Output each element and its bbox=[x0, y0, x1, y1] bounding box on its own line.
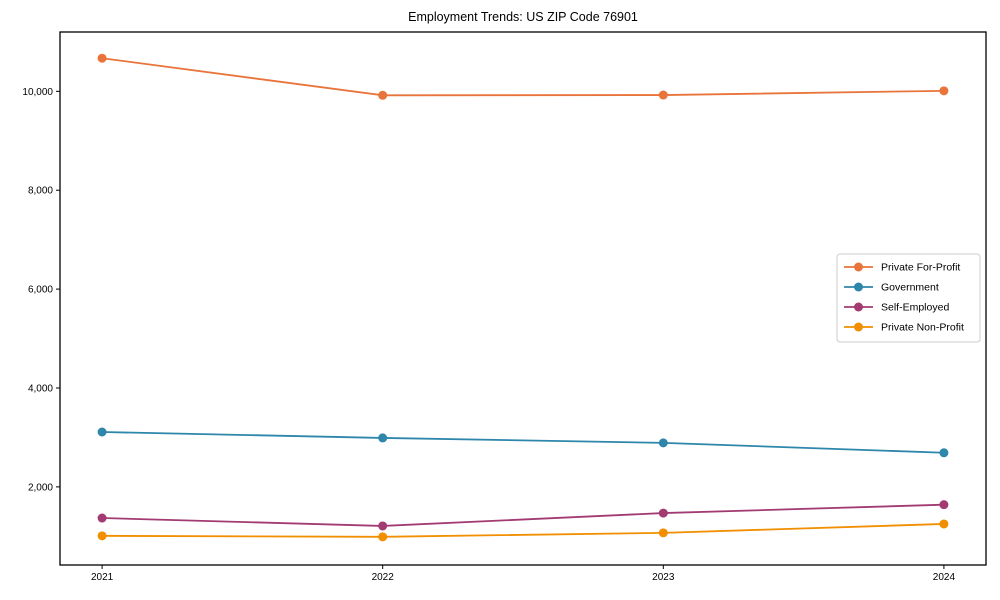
legend-label: Self-Employed bbox=[881, 302, 949, 314]
y-tick-label: 2,000 bbox=[28, 482, 53, 493]
plot-box bbox=[59, 31, 987, 566]
data-point-private-non-profit bbox=[939, 519, 949, 529]
data-point-self-employed bbox=[939, 500, 949, 510]
legend-marker bbox=[854, 302, 863, 312]
legend-marker bbox=[854, 322, 863, 332]
series-government bbox=[97, 427, 949, 458]
data-point-government bbox=[939, 448, 949, 458]
series-line-self-employed bbox=[102, 503, 944, 527]
data-point-private-for-profit bbox=[97, 53, 107, 63]
series-line-government bbox=[102, 431, 944, 454]
y-tick-label: 10,000 bbox=[22, 87, 53, 98]
data-point-self-employed bbox=[97, 513, 107, 523]
series-line-private-non-profit bbox=[102, 523, 944, 538]
data-point-self-employed bbox=[378, 521, 388, 531]
legend-label: Government bbox=[881, 282, 939, 294]
plot-border bbox=[59, 31, 987, 566]
x-axis: 2021 2022 2023 2024 bbox=[91, 565, 956, 583]
data-point-self-employed bbox=[658, 508, 668, 518]
x-tick-label: 2023 bbox=[652, 572, 675, 583]
legend-label: Private Non-Profit bbox=[881, 322, 964, 334]
legend: Private For-Profit Government Self-Employe… bbox=[836, 253, 981, 343]
x-tick-label: 2021 bbox=[91, 572, 114, 583]
y-tick-label: 6,000 bbox=[28, 285, 53, 296]
data-point-private-non-profit bbox=[378, 532, 388, 542]
data-point-government bbox=[378, 433, 388, 443]
data-point-private-for-profit bbox=[378, 90, 388, 100]
chart-title: Employment Trends: US ZIP Code 76901 bbox=[408, 10, 638, 24]
data-point-government bbox=[97, 427, 107, 437]
legend-marker bbox=[854, 282, 863, 292]
series-private-for-profit bbox=[97, 53, 949, 100]
series-self-employed bbox=[97, 500, 949, 531]
legend-marker bbox=[854, 262, 863, 272]
y-tick-label: 4,000 bbox=[28, 383, 53, 394]
legend-box bbox=[836, 253, 981, 343]
legend-label: Private For-Profit bbox=[881, 262, 960, 274]
y-axis: 2,000 4,000 6,000 8,000 10,000 bbox=[22, 87, 60, 493]
data-point-government bbox=[658, 438, 668, 448]
series-line-private-for-profit bbox=[101, 57, 944, 97]
data-point-private-for-profit bbox=[939, 86, 949, 96]
y-tick-label: 8,000 bbox=[28, 186, 53, 197]
data-point-private-non-profit bbox=[658, 528, 668, 538]
data-point-private-for-profit bbox=[658, 90, 668, 100]
x-tick-label: 2024 bbox=[933, 572, 956, 583]
x-tick-label: 2022 bbox=[372, 572, 395, 583]
data-point-private-non-profit bbox=[97, 531, 107, 541]
series-private-non-profit bbox=[97, 519, 949, 542]
